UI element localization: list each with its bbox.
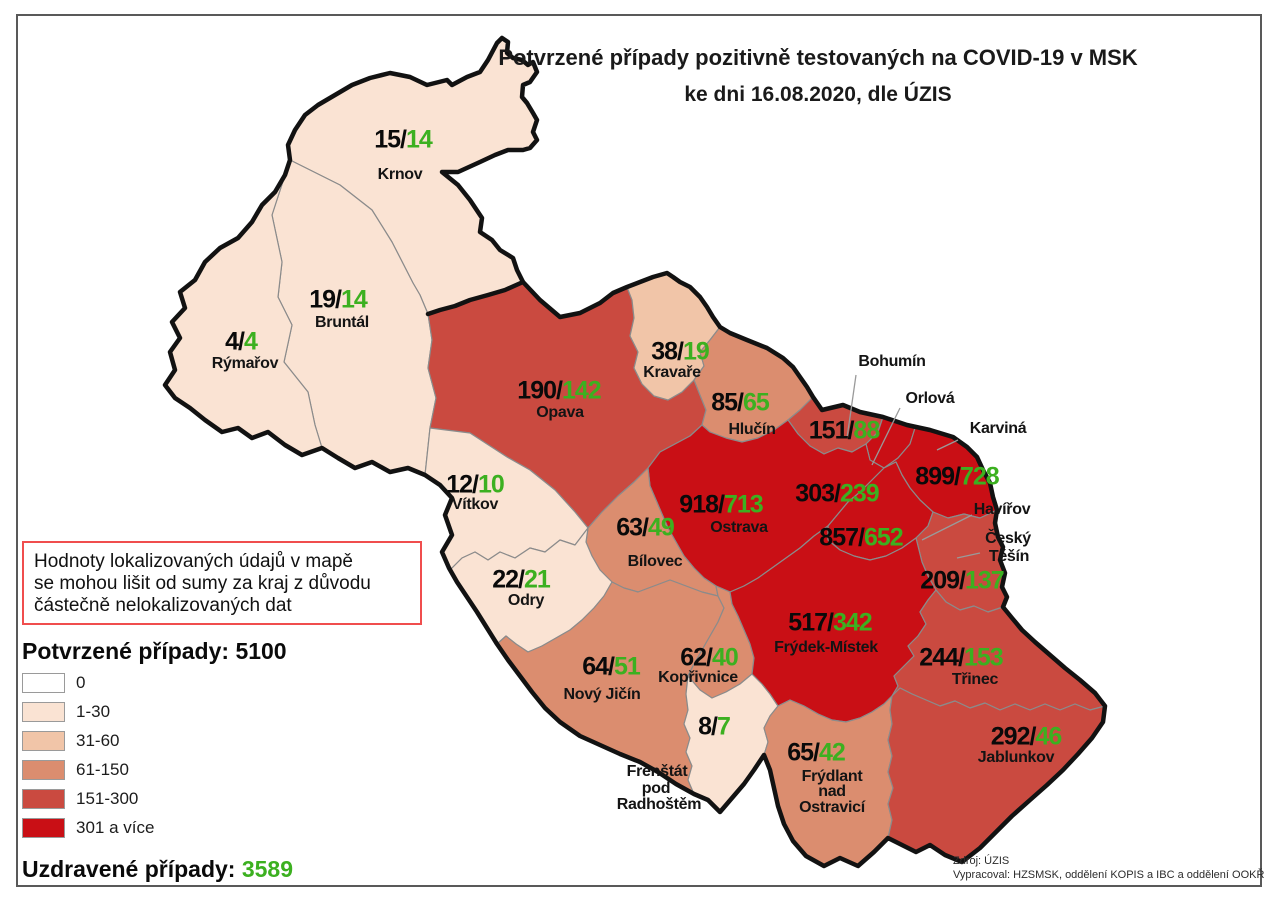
note-line-3: částečně nelokalizovaných dat	[34, 595, 292, 616]
legend-swatch-301-plus	[22, 818, 65, 838]
name-label-frenstat-line3: Radhoštěm	[616, 796, 702, 813]
recovered-total-label: Uzdravené případy:	[22, 856, 236, 882]
name-label-ostrava: Ostrava	[710, 519, 768, 536]
name-label-frydlant-line1: Frýdlant	[801, 768, 863, 785]
name-label-bilovec: Bílovec	[627, 553, 683, 570]
name-label-jablunkov: Jablunkov	[977, 749, 1055, 766]
legend-swatch-0	[22, 673, 65, 693]
name-label-frenstat-line2: pod	[641, 780, 671, 797]
value-label-karvina: 899/728	[915, 462, 999, 491]
name-label-frydek: Frýdek-Místek	[774, 639, 878, 656]
value-label-koprivnice: 62/40	[680, 643, 739, 672]
name-label-koprivnice: Kopřivnice	[658, 669, 738, 686]
callout-label-havirov: Havířov	[973, 501, 1031, 518]
leader-bohumin	[846, 374, 857, 439]
border-neck-segment	[425, 279, 526, 317]
recovered-total-value: 3589	[241, 856, 294, 882]
value-label-kravare: 38/19	[651, 337, 710, 366]
source-line-1: Zdroj: ÚZIS	[953, 855, 1010, 867]
disclaimer-note: Hodnoty lokalizovaných údajů v mapě se m…	[22, 541, 422, 625]
value-label-vitkov: 12/10	[446, 470, 505, 499]
value-label-frydek: 517/342	[788, 608, 872, 637]
value-label-hlucin: 85/65	[711, 388, 770, 417]
leader-karvina	[936, 439, 959, 451]
leader-orlova	[871, 407, 901, 466]
value-label-frydlant: 65/42	[787, 738, 846, 767]
name-label-krnov: Krnov	[377, 166, 423, 183]
legend-swatch-61-150	[22, 760, 65, 780]
value-label-bohumin: 151/88	[808, 416, 880, 445]
value-label-havirov: 857/652	[819, 523, 903, 552]
value-label-bilovec: 63/49	[616, 513, 675, 542]
region-shape-jablunkov	[887, 687, 1106, 863]
note-line-1: Hodnoty lokalizovaných údajů v mapě	[34, 551, 353, 572]
value-label-jablunkov: 292/46	[990, 722, 1062, 751]
legend-label-31-60: 31-60	[76, 731, 120, 750]
leader-havirov	[921, 514, 973, 541]
name-label-frydlant-line2: nad	[818, 783, 846, 800]
name-label-novy-jicin: Nový Jičín	[563, 686, 641, 703]
legend-label-1-30: 1-30	[76, 702, 111, 721]
value-label-odry: 22/21	[492, 565, 551, 594]
confirmed-total: Potvrzené případy: 5100	[22, 638, 287, 665]
map-title: Potvrzené případy pozitivně testovaných …	[498, 45, 1138, 70]
value-label-cesky-tesin: 209/137	[920, 566, 1004, 595]
confirmed-total-label: Potvrzené případy:	[22, 638, 230, 664]
legend-label-0: 0	[76, 673, 86, 692]
value-label-novy-jicin: 64/51	[582, 652, 641, 681]
legend-swatch-1-30	[22, 702, 65, 722]
value-label-rymarov: 4/4	[225, 327, 258, 356]
name-label-frydlant-line3: Ostravicí	[799, 799, 865, 816]
confirmed-total-value: 5100	[235, 638, 287, 664]
legend-swatch-151-300	[22, 789, 65, 809]
name-label-frenstat-line1: Frenštát	[626, 763, 688, 780]
callout-label-karvina: Karviná	[969, 420, 1027, 437]
legend-label-61-150: 61-150	[76, 760, 129, 779]
callout-label-cesky-tesin-line1: Český	[985, 530, 1031, 547]
name-label-trinec: Třinec	[951, 671, 999, 688]
region-shape-frenstat	[683, 673, 779, 813]
name-label-kravare: Kravaře	[643, 364, 701, 381]
map-subtitle: ke dni 16.08.2020, dle ÚZIS	[684, 83, 952, 106]
value-label-bruntal: 19/14	[309, 285, 368, 314]
value-label-trinec: 244/153	[919, 643, 1003, 672]
name-label-rymarov: Rýmařov	[211, 355, 279, 372]
note-line-2: se mohou lišit od sumy za kraj z důvodu	[34, 573, 371, 594]
name-label-bruntal: Bruntál	[315, 314, 369, 331]
source-line-2: Vypracoval: HZSMSK, oddělení KOPIS a IBC…	[953, 869, 1265, 881]
value-label-ostrava: 918/713	[679, 490, 763, 519]
name-label-odry: Odry	[507, 592, 545, 609]
value-label-orlova: 303/239	[795, 479, 879, 508]
value-label-krnov: 15/14	[374, 125, 433, 154]
legend-swatch-31-60	[22, 731, 65, 751]
value-label-frenstat: 8/7	[698, 712, 731, 741]
value-label-opava: 190/142	[517, 376, 601, 405]
legend-label-301-plus: 301 a více	[76, 818, 155, 837]
name-label-vitkov: Vítkov	[451, 496, 499, 513]
region-outer-border	[162, 35, 1108, 869]
callout-label-orlova: Orlová	[905, 390, 955, 407]
callout-label-bohumin: Bohumín	[858, 353, 926, 370]
recovered-total: Uzdravené případy: 3589	[22, 856, 293, 883]
name-label-hlucin: Hlučín	[728, 421, 776, 438]
leader-cesky-tesin	[956, 552, 981, 559]
callout-label-cesky-tesin-line2: Těšín	[988, 548, 1030, 565]
name-label-opava: Opava	[536, 404, 584, 421]
legend-label-151-300: 151-300	[76, 789, 139, 808]
